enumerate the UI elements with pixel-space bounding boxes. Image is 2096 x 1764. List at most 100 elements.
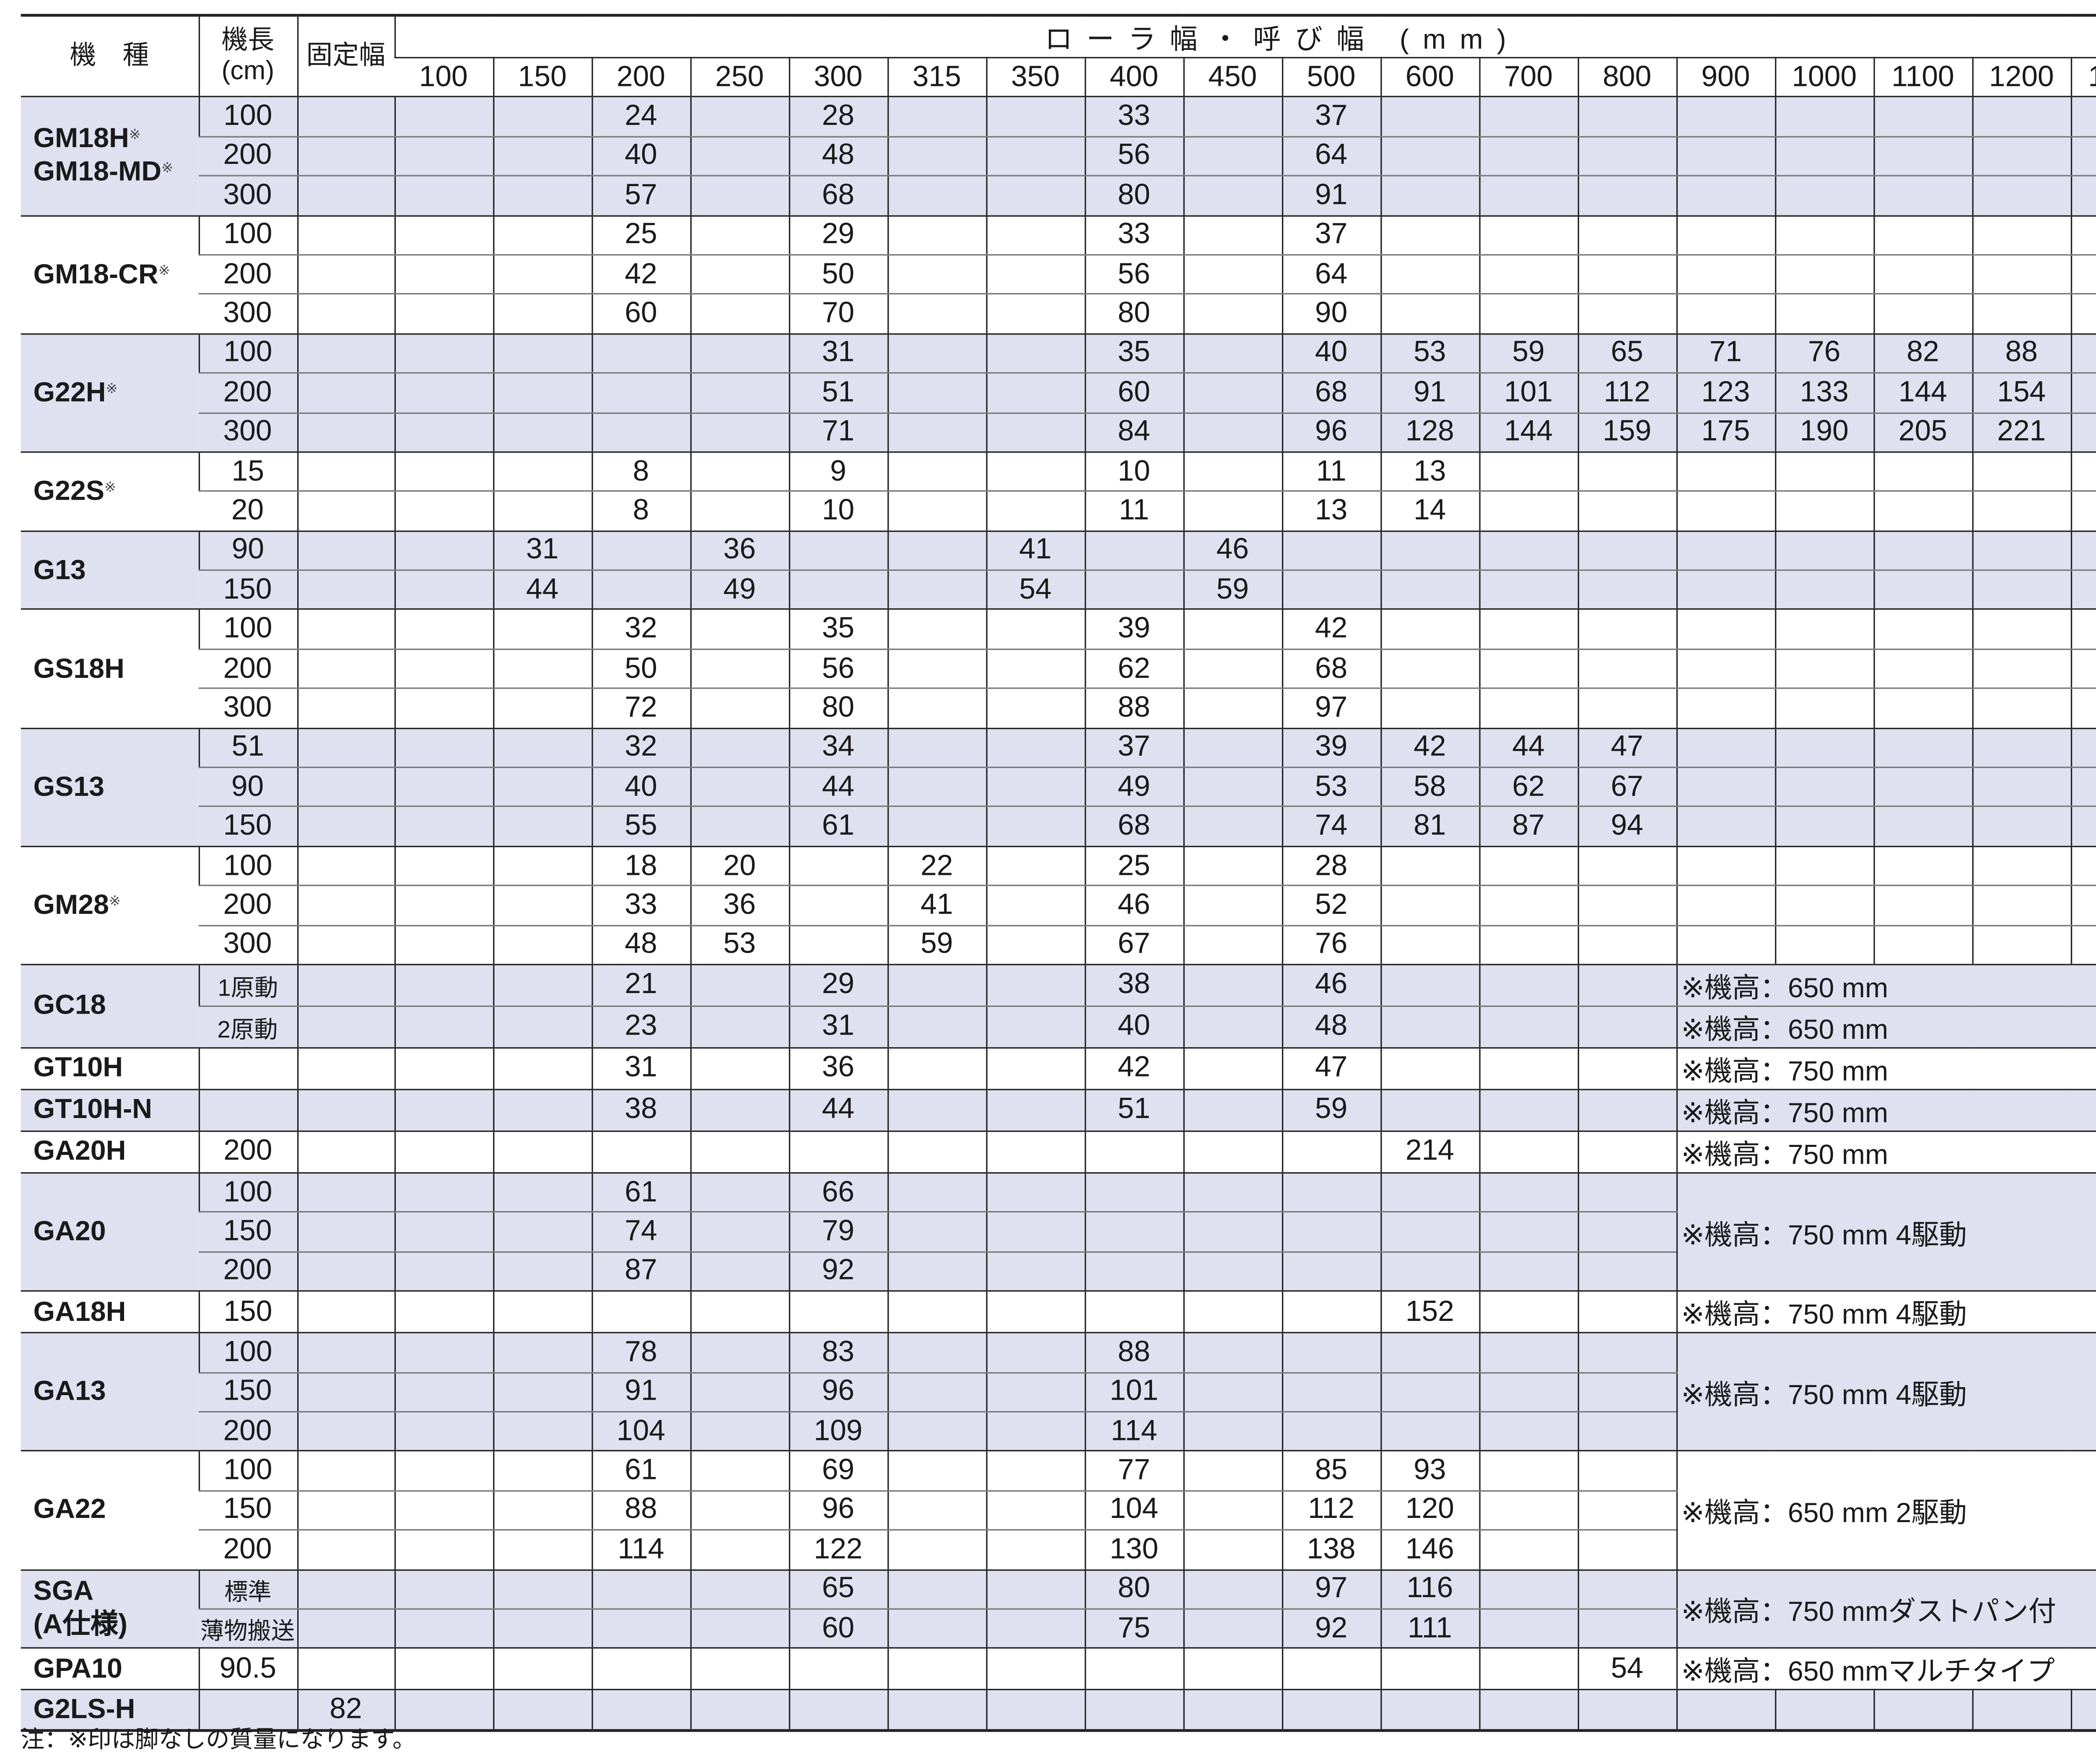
weight-cell: 175 [1676, 412, 1775, 453]
weight-cell: 37 [1281, 215, 1381, 256]
weight-cell [492, 885, 592, 926]
model-name: GS18H [33, 653, 125, 684]
weight-cell [1183, 1690, 1282, 1732]
weight-cell [1183, 688, 1282, 729]
weight-cell: 60 [788, 1608, 888, 1649]
weight-cell: 96 [788, 1490, 888, 1531]
weight-cell [1380, 649, 1479, 690]
weight-cell [1971, 136, 2071, 177]
weight-cell [492, 925, 592, 965]
fixed-width-cell [296, 1090, 394, 1132]
weight-cell [985, 1569, 1085, 1610]
weight-cell: 46 [1281, 964, 1381, 1007]
fixed-width-cell [296, 1048, 394, 1090]
weight-cell [689, 1212, 789, 1253]
weight-cell [1084, 1648, 1183, 1691]
weight-cell: 87 [591, 1251, 690, 1292]
weight-cell [1380, 1048, 1479, 1090]
header-fixed-width: 固定幅 [296, 14, 394, 98]
weight-cell [1577, 1411, 1676, 1452]
weight-cell [1577, 136, 1676, 177]
weight-cell [394, 1648, 493, 1691]
weight-cell [1577, 1333, 1676, 1373]
weight-cell [591, 373, 690, 413]
weight-cell [1183, 1090, 1282, 1132]
length-cell: 150 [198, 1490, 298, 1531]
weight-cell: 28 [1281, 846, 1381, 887]
weight-cell: 70 [788, 294, 888, 335]
weight-cell [394, 649, 493, 690]
weight-cell [394, 1411, 493, 1452]
weight-cell: 114 [591, 1530, 690, 1570]
header-width-150: 150 [492, 57, 592, 98]
weight-cell [887, 1048, 986, 1090]
weight-cell [887, 1608, 986, 1649]
model-cell: G22H※ [21, 333, 199, 453]
weight-cell [1183, 610, 1282, 650]
weight-cell [394, 807, 493, 847]
weight-cell [1577, 1451, 1676, 1492]
table-row: G22H※1003135405359657176828894 [21, 333, 2096, 453]
weight-cell [2070, 531, 2096, 571]
weight-cell: 53 [1281, 767, 1381, 808]
table-row: GT10H 31 36 42 47 ※機高：750 mm [21, 1048, 2096, 1090]
machine-height-note: ※機高：750 mm 4駆動 [1676, 1333, 2096, 1452]
weight-cell [1971, 531, 2071, 571]
weight-cell [689, 1648, 789, 1691]
weight-cell [394, 333, 493, 374]
weight-cell [985, 1006, 1085, 1049]
weight-cell [985, 1291, 1085, 1334]
length-cell: 150 [198, 1291, 298, 1334]
weight-cell: 41 [887, 885, 986, 926]
table-row: 150 74 79 [21, 1212, 2096, 1253]
weight-cell [1676, 728, 1775, 768]
weight-cell: 120 [1380, 1490, 1479, 1531]
weight-cell: 77 [1084, 1451, 1183, 1492]
model-cell: GM18H※ GM18-MD※ [21, 97, 199, 216]
weight-cell [1577, 1131, 1676, 1174]
weight-cell [492, 1090, 592, 1132]
weight-cell [1183, 1608, 1282, 1649]
weight-cell [1478, 964, 1578, 1007]
weight-cell [1380, 1006, 1479, 1049]
weight-cell [788, 1291, 888, 1334]
weight-cell [2070, 294, 2096, 335]
weight-cell [2070, 728, 2096, 768]
weight-cell [1971, 767, 2071, 808]
weight-cell: 85 [1281, 1451, 1381, 1492]
weight-cell [2070, 885, 2096, 926]
weight-cell: 33 [1084, 97, 1183, 137]
weight-cell [1478, 254, 1578, 295]
weight-cell: 90 [1281, 294, 1381, 335]
weight-cell [985, 1530, 1085, 1570]
model-cell: GA22 [21, 1451, 199, 1570]
table-row: 200 50 56 62 68 [21, 649, 2096, 690]
model-cell: GA20 [21, 1173, 199, 1292]
weight-cell [1183, 1490, 1282, 1531]
weight-cell [1478, 1048, 1578, 1090]
weight-cell [1873, 688, 1972, 729]
fixed-width-cell [296, 964, 394, 1007]
weight-cell [492, 373, 592, 413]
weight-cell [1478, 294, 1578, 335]
weight-cell [1183, 254, 1282, 295]
header-width-row: 100 150 200 250 300 315 350 400 450 500 600 700 800 9… [21, 57, 2096, 98]
weight-cell: 20 [689, 846, 789, 887]
weight-cell [887, 964, 986, 1007]
weight-cell: 104 [591, 1411, 690, 1452]
model-cell: SGA (A仕様) [21, 1569, 199, 1649]
table-body: GM18H※ GM18-MD※ 100 24 28 33 37 200 40 48 56 64 300 5… [21, 97, 2096, 1732]
weight-cell: 13 [1281, 491, 1381, 532]
fixed-width-cell [296, 1291, 394, 1334]
weight-cell [887, 1291, 986, 1334]
weight-cell: 61 [788, 807, 888, 847]
weight-cell [689, 1251, 789, 1292]
weight-cell [2070, 215, 2096, 256]
weight-cell: 32 [591, 728, 690, 768]
weight-cell [1084, 1131, 1183, 1174]
weight-cell [1971, 925, 2071, 965]
weight-cell [492, 728, 592, 768]
table-row: 300 48 53 59 67 76 [21, 925, 2096, 965]
length-cell: 20 [198, 491, 298, 532]
